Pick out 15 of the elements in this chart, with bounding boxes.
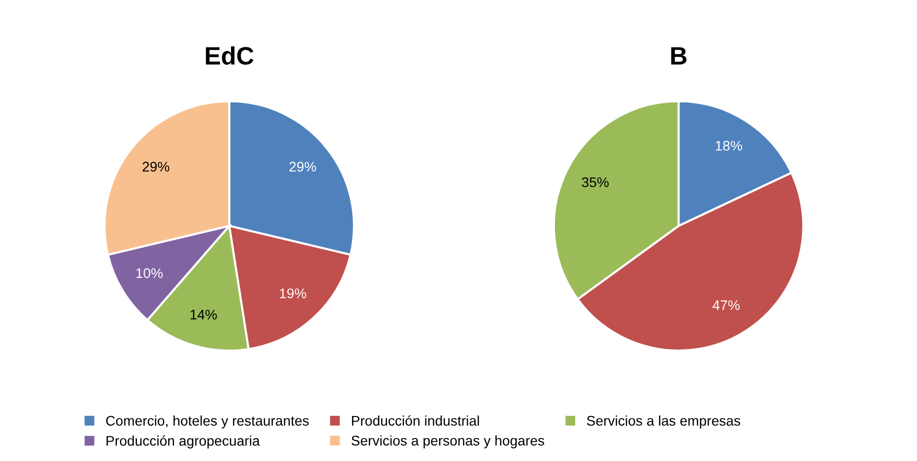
chart-title: EdC	[206, 46, 254, 65]
data-label: 35%	[582, 177, 609, 188]
legend-label: Servicios a personas y hogares	[352, 435, 544, 448]
data-label: 10%	[136, 268, 163, 278]
legend-label: Producción agropecuaria	[106, 435, 260, 448]
data-label: 19%	[280, 288, 306, 298]
legend-label: Producción industrial	[352, 415, 479, 426]
data-label: 47%	[712, 300, 740, 310]
data-label: 14%	[190, 310, 217, 320]
data-label: 29%	[289, 162, 316, 172]
data-label: 18%	[716, 140, 742, 151]
legend-label: Servicios a las empresas	[586, 416, 740, 428]
data-label: 29%	[142, 162, 170, 172]
chart-title: B	[671, 47, 686, 64]
legend-label: Comercio, hoteles y restaurantes	[106, 416, 309, 428]
